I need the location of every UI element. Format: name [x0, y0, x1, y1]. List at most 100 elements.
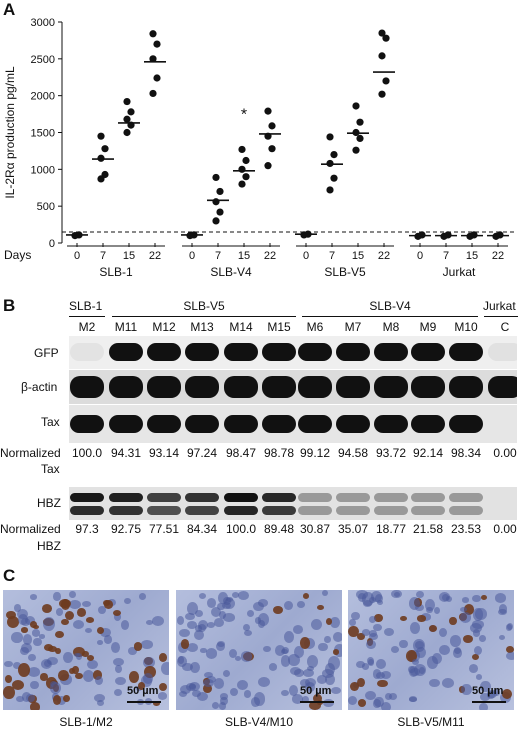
hbz-normalized-value: 89.48: [263, 522, 295, 536]
nucleus: [242, 623, 251, 632]
tax-positive-nucleus: [86, 654, 95, 662]
nucleus: [15, 695, 24, 703]
nucleus: [375, 671, 385, 679]
nucleus: [268, 663, 278, 671]
gfp-band: [336, 343, 370, 361]
gfp-band: [488, 343, 517, 361]
gfp-band: [449, 343, 483, 361]
nucleus: [459, 612, 472, 624]
tax-positive-nucleus: [358, 699, 367, 707]
nucleus: [246, 610, 255, 618]
data-point: [149, 30, 157, 38]
actin-band: [224, 376, 258, 398]
tax-positive-nucleus: [133, 642, 143, 651]
actin-band: [449, 376, 483, 398]
nucleus: [439, 627, 448, 638]
nucleus: [243, 629, 252, 636]
hbz-band-upper: [374, 493, 408, 502]
hbz-band-lower: [411, 506, 445, 515]
hbz-normalized-value: 84.34: [186, 522, 218, 536]
nucleus: [263, 645, 271, 653]
row-label-hbz: HBZ: [37, 496, 61, 510]
hbz-band-upper: [449, 493, 483, 502]
nucleus: [424, 599, 435, 612]
lane-label: M2: [78, 320, 96, 334]
tax-positive-nucleus: [203, 684, 212, 694]
data-point: [153, 74, 161, 82]
nucleus: [26, 693, 36, 703]
significance-asterisk: *: [241, 106, 247, 123]
tax-positive-nucleus: [5, 675, 12, 683]
nucleus: [376, 659, 386, 670]
nucleus: [291, 694, 303, 705]
nucleus: [460, 683, 472, 696]
nucleus: [238, 590, 250, 600]
hbz-normalized-value: 100.0: [225, 522, 257, 536]
nucleus: [22, 634, 33, 645]
nucleus: [299, 678, 311, 687]
nucleus: [288, 684, 299, 696]
nucleus: [229, 648, 238, 658]
row-label-hbz-normalized: Normalized: [0, 522, 61, 536]
nucleus: [217, 592, 229, 604]
tax-positive-nucleus: [480, 594, 488, 601]
x-tick-label: 7: [100, 250, 106, 262]
tax-positive-nucleus: [29, 621, 37, 628]
nucleus: [460, 607, 468, 613]
hbz-band-lower: [336, 506, 370, 515]
nucleus: [97, 699, 104, 706]
nucleus: [33, 637, 42, 647]
data-point: [326, 186, 334, 194]
micrograph-slbv4-m10: 50 µm: [176, 590, 342, 710]
tax-positive-nucleus: [103, 600, 114, 610]
nucleus: [47, 656, 58, 665]
nucleus: [372, 623, 382, 632]
nucleus: [142, 656, 155, 669]
nucleus: [24, 615, 36, 626]
tax-positive-nucleus: [93, 670, 103, 680]
nucleus: [361, 629, 370, 636]
nucleus: [192, 689, 202, 698]
lane-label: M7: [344, 320, 362, 334]
nucleus: [409, 696, 417, 703]
nucleus: [190, 661, 201, 673]
tax-normalized-value: 97.24: [186, 446, 218, 460]
data-point: [356, 118, 364, 126]
nucleus: [231, 592, 239, 598]
hbz-band-upper: [147, 493, 181, 502]
nucleus: [29, 594, 38, 600]
lane-label: M10: [454, 320, 478, 334]
nucleus: [75, 653, 83, 661]
hbz-band-lower: [109, 506, 143, 515]
nucleus: [505, 651, 514, 661]
nucleus: [368, 632, 379, 641]
nucleus: [310, 618, 323, 631]
x-tick-label: 22: [378, 250, 390, 262]
y-tick-label: 3000: [31, 17, 55, 29]
hbz-band-upper: [336, 493, 370, 502]
nucleus: [157, 691, 168, 700]
nucleus: [390, 645, 399, 653]
nucleus: [38, 634, 46, 640]
x-tick-label: 15: [466, 250, 478, 262]
nucleus: [68, 599, 81, 610]
tax-positive-nucleus: [180, 639, 190, 649]
data-point: [216, 208, 224, 216]
nucleus: [205, 648, 218, 659]
tax-positive-nucleus: [138, 682, 146, 690]
gfp-band: [109, 343, 143, 361]
gfp-band: [374, 343, 408, 361]
nucleus: [293, 646, 304, 659]
nucleus: [415, 647, 426, 659]
nucleus: [470, 623, 482, 634]
tax-positive-nucleus: [3, 685, 15, 700]
nucleus: [94, 694, 106, 702]
nucleus: [213, 678, 225, 689]
blot-group-line-slbv5: [112, 316, 296, 317]
nucleus: [96, 640, 103, 645]
tax-positive-nucleus: [144, 665, 156, 679]
nucleus: [146, 620, 154, 625]
tax-positive-nucleus: [159, 682, 168, 691]
nucleus: [469, 664, 479, 674]
nucleus: [389, 693, 397, 701]
